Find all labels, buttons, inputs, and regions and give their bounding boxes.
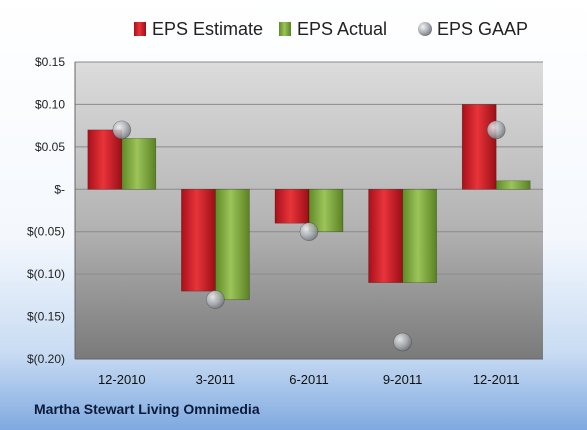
bar-eps-estimate — [181, 188, 216, 292]
bar-eps-actual — [121, 138, 157, 190]
point-eps-gaap — [299, 222, 319, 242]
legend-label: EPS Actual — [297, 19, 387, 39]
x-tick-label: 12-2011 — [473, 372, 520, 387]
y-tick-label: $(0.05) — [27, 225, 65, 239]
y-tick-label: $(0.10) — [27, 267, 65, 281]
legend-label: EPS Estimate — [152, 19, 263, 39]
bar-eps-estimate — [461, 104, 497, 190]
legend-label: EPS GAAP — [437, 19, 528, 39]
y-tick-label: $0.15 — [35, 55, 65, 69]
y-tick-label: $0.10 — [35, 97, 65, 111]
point-eps-gaap — [206, 290, 225, 309]
legend-swatch-eps-estimate — [134, 22, 146, 36]
x-tick-label: 9-2011 — [383, 372, 423, 387]
legend-swatch-eps-gaap — [418, 22, 432, 36]
bar-eps-estimate — [274, 188, 310, 224]
point-eps-gaap — [393, 332, 412, 352]
point-eps-gaap — [112, 120, 132, 140]
x-tick-label: 3-2011 — [196, 372, 236, 387]
x-tick-label: 6-2011 — [289, 372, 329, 387]
bar-eps-actual — [402, 188, 437, 283]
company-name: Martha Stewart Living Omnimedia — [34, 401, 260, 417]
bar-eps-estimate — [87, 129, 123, 190]
legend-swatch-eps-actual — [279, 22, 291, 36]
y-tick-label: $0.05 — [35, 140, 65, 154]
point-eps-gaap — [486, 120, 506, 140]
y-tick-label: $(0.15) — [27, 310, 65, 324]
bar-eps-actual — [215, 188, 250, 300]
bar-eps-estimate — [368, 188, 403, 283]
x-tick-label: 12-2010 — [98, 372, 146, 387]
y-tick-label: $(0.20) — [27, 352, 65, 366]
y-tick-label: $- — [54, 182, 65, 196]
bar-eps-actual — [495, 180, 531, 190]
